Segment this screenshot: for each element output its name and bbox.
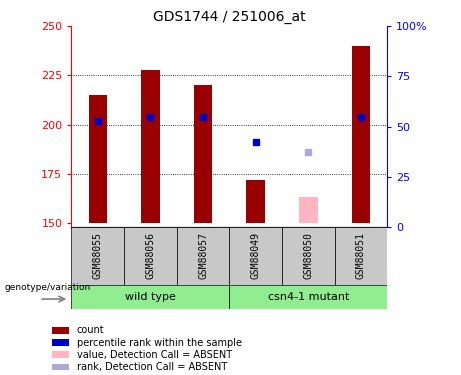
Text: GSM88051: GSM88051: [356, 232, 366, 279]
Bar: [141, 69, 160, 223]
Bar: [177, 227, 229, 285]
Text: GSM88057: GSM88057: [198, 232, 208, 279]
Text: percentile rank within the sample: percentile rank within the sample: [77, 338, 242, 348]
Text: wild type: wild type: [125, 292, 176, 302]
Bar: [71, 227, 124, 285]
Bar: [53, 327, 69, 334]
Bar: [53, 339, 69, 346]
Text: count: count: [77, 326, 105, 336]
Text: GSM88055: GSM88055: [93, 232, 103, 279]
Bar: [89, 95, 107, 223]
Bar: [282, 227, 335, 285]
Bar: [229, 285, 387, 309]
Bar: [71, 285, 229, 309]
Text: csn4-1 mutant: csn4-1 mutant: [267, 292, 349, 302]
Text: GSM88049: GSM88049: [251, 232, 260, 279]
Text: GSM88050: GSM88050: [303, 232, 313, 279]
Bar: [352, 46, 370, 223]
Bar: [124, 227, 177, 285]
Text: GSM88056: GSM88056: [145, 232, 155, 279]
Bar: [194, 85, 212, 223]
Bar: [335, 227, 387, 285]
Text: genotype/variation: genotype/variation: [5, 284, 91, 292]
Bar: [299, 197, 318, 223]
Text: rank, Detection Call = ABSENT: rank, Detection Call = ABSENT: [77, 362, 227, 372]
Title: GDS1744 / 251006_at: GDS1744 / 251006_at: [153, 10, 306, 24]
Bar: [53, 364, 69, 370]
Text: value, Detection Call = ABSENT: value, Detection Call = ABSENT: [77, 350, 232, 360]
Bar: [247, 180, 265, 223]
Bar: [53, 351, 69, 358]
Bar: [229, 227, 282, 285]
